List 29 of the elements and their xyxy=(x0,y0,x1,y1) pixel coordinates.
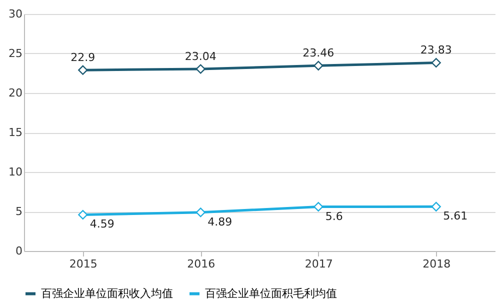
legend-label: 百强企业单位面积收入均值 xyxy=(41,286,173,300)
data-label: 23.46 xyxy=(302,46,334,60)
y-tick-label: 25 xyxy=(8,47,22,60)
data-label: 23.04 xyxy=(184,50,216,63)
y-tick-label: 10 xyxy=(8,166,22,178)
y-tick-label: 0 xyxy=(16,244,22,258)
y-tick-label: 15 xyxy=(8,126,22,139)
data-label: 4.59 xyxy=(90,218,114,231)
point xyxy=(78,210,88,220)
data-label: 5.6 xyxy=(325,210,343,223)
data-label: 5.61 xyxy=(443,210,468,223)
x-tick-label: 2016 xyxy=(187,258,216,270)
point xyxy=(196,64,206,74)
data-label: 22.9 xyxy=(70,51,96,64)
point xyxy=(431,58,441,68)
data-label: 4.89 xyxy=(208,215,232,228)
legend-label: 百强企业单位面积毛利均值 xyxy=(205,286,337,300)
point xyxy=(314,60,324,70)
y-tick-label: 30 xyxy=(8,8,22,20)
x-tick-label: 2015 xyxy=(69,258,98,270)
point xyxy=(78,65,88,75)
point xyxy=(431,202,441,212)
y-tick-label: 5 xyxy=(16,205,22,218)
data-label: 23.83 xyxy=(420,44,452,57)
point xyxy=(314,202,324,212)
y-tick-label: 20 xyxy=(8,86,22,100)
x-tick-label: 2017 xyxy=(304,258,333,270)
x-tick-label: 2018 xyxy=(422,258,451,270)
point xyxy=(196,208,206,218)
